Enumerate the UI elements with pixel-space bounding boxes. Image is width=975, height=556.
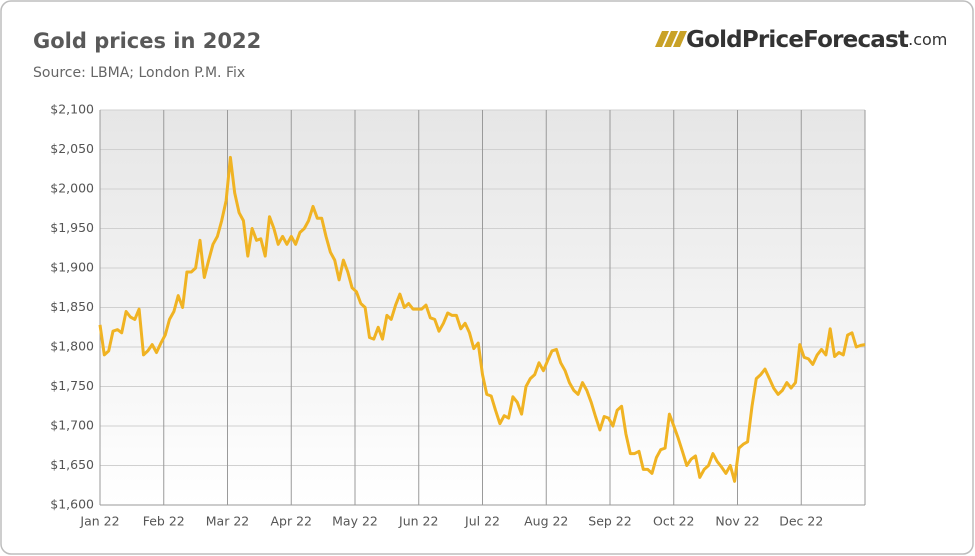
y-tick-label: $2,000 [50,181,94,196]
logo-mark [655,31,669,47]
y-tick-label: $1,750 [50,378,94,393]
logo-suffix: .com [908,30,947,49]
y-tick-label: $1,600 [50,497,94,512]
x-tick-label: Jul 22 [464,514,500,529]
chart-title: Gold prices in 2022 [33,29,261,53]
logo-text: GoldPriceForecast.com [686,27,947,53]
y-tick-label: $1,800 [50,339,94,354]
x-tick-label: Aug 22 [524,514,568,529]
x-tick-label: Jan 22 [79,514,119,529]
y-tick-label: $2,050 [50,141,94,156]
price-line [98,155,866,483]
y-tick-label: $1,700 [50,418,94,433]
y-tick-label: $2,100 [50,102,94,117]
x-tick-label: Jun 22 [398,514,438,529]
y-tick-label: $1,900 [50,260,94,275]
y-tick-label: $1,850 [50,299,94,314]
logo-mark [664,31,678,47]
x-tick-label: Oct 22 [653,514,695,529]
x-tick-label: May 22 [332,514,378,529]
y-tick-label: $1,950 [50,220,94,235]
logo-mark [673,31,687,47]
logo-brand: GoldPriceForecast [686,27,909,53]
x-tick-label: Apr 22 [270,514,312,529]
x-tick-label: Sep 22 [588,514,631,529]
x-tick-label: Feb 22 [143,514,185,529]
x-tick-label: Mar 22 [206,514,249,529]
chart-subtitle: Source: LBMA; London P.M. Fix [33,65,245,81]
y-tick-label: $1,650 [50,457,94,472]
x-tick-label: Nov 22 [715,514,759,529]
logo: GoldPriceForecast.com [655,27,947,53]
x-tick-label: Dec 22 [779,514,823,529]
